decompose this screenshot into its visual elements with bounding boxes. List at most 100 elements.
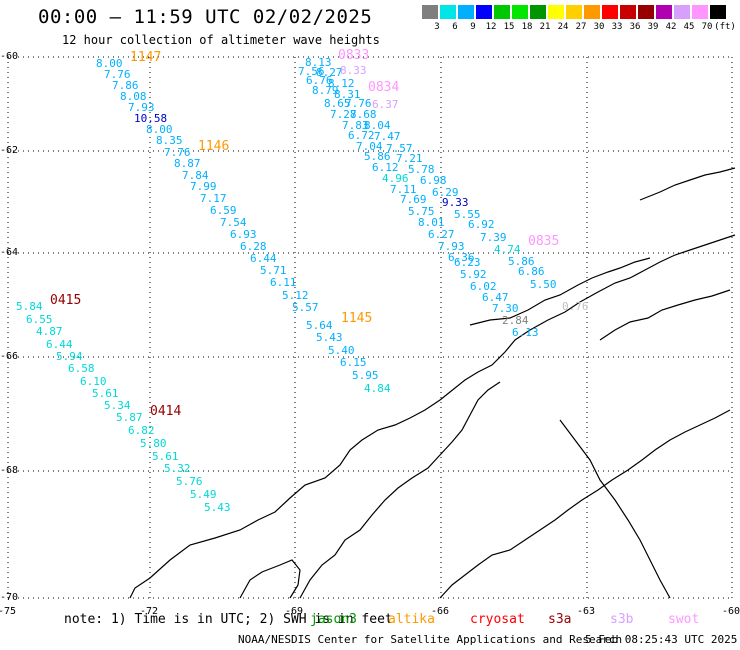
wave-height-value: 5.49	[190, 488, 217, 501]
wave-height-value: 6.37	[372, 98, 399, 111]
wave-height-value: 6.10	[80, 375, 107, 388]
wave-height-value: 6.76	[306, 74, 333, 87]
wave-height-value: 5.78	[408, 163, 435, 176]
wave-height-value: 6.86	[518, 265, 545, 278]
wave-height-value: 5.84	[16, 300, 43, 313]
wave-height-value: 8.12	[328, 77, 355, 90]
wave-height-value: 8.65	[324, 97, 351, 110]
wave-height-value: 6.02	[470, 280, 497, 293]
wave-height-value: 7.57	[386, 142, 413, 155]
wave-height-value: 8.01	[418, 216, 445, 229]
longitude-label: -75	[0, 606, 17, 617]
wave-height-value: 5.43	[204, 501, 231, 514]
scale-label: 70	[701, 22, 713, 32]
pass-time-label: 1147	[130, 50, 162, 65]
wave-height-value: 6.44	[250, 252, 277, 265]
wave-height-value: 7.83	[342, 119, 369, 132]
satellite-legend-item: jason3	[310, 612, 357, 627]
wave-height-value: 5.71	[260, 264, 287, 277]
scale-swatch	[440, 5, 457, 19]
wave-height-value: 7.93	[128, 101, 155, 114]
antarctic-peninsula-coast	[129, 234, 736, 599]
wave-height-value: 4.87	[36, 325, 63, 338]
longitude-label: -60	[722, 606, 740, 617]
wave-height-value: 5.95	[352, 369, 379, 382]
latitude-label: -60	[0, 51, 19, 62]
wave-height-value: 7.76	[104, 68, 131, 81]
wave-height-value: 5.43	[316, 331, 343, 344]
wave-height-value: 6.11	[270, 276, 297, 289]
scale-label: 33	[611, 22, 623, 32]
wave-height-value: 7.76	[345, 97, 372, 110]
satellite-legend-item: swot	[668, 612, 700, 627]
scale-label: 24	[557, 22, 569, 32]
wave-height-value: 8.35	[156, 134, 183, 147]
wave-height-value: 6.93	[230, 228, 257, 241]
wave-height-value: 5.87	[116, 411, 143, 424]
wave-height-value: 7.47	[374, 130, 401, 143]
wave-height-value: 6.27	[428, 228, 455, 241]
scale-swatch	[692, 5, 709, 19]
wave-height-value: 7.99	[190, 180, 217, 193]
northern-islands	[639, 167, 736, 201]
wave-height-value: 8.79	[312, 84, 339, 97]
latitude-label: -70	[0, 592, 19, 603]
wave-height-value: 6.28	[240, 240, 267, 253]
scale-label: 30	[593, 22, 605, 32]
wave-height-value: 0.76	[562, 300, 589, 313]
satellite-legend-item: cryosat	[470, 612, 525, 627]
wave-height-value: 5.61	[152, 450, 179, 463]
peninsula-east-coast	[439, 409, 731, 599]
scale-label: 6	[452, 22, 458, 32]
scale-label: 18	[521, 22, 533, 32]
longitude-label: -69	[285, 606, 304, 617]
wave-height-value: 6.59	[210, 204, 237, 217]
wave-height-value: 7.30	[492, 302, 519, 315]
wave-height-value: 6.29	[432, 186, 459, 199]
scale-label: 42	[665, 22, 677, 32]
south-shetland-islands	[469, 257, 651, 326]
wave-height-value: 7.21	[396, 152, 423, 165]
wave-height-value: 8.31	[334, 88, 361, 101]
weddell-coast	[559, 419, 671, 599]
pass-time-label: 0833	[338, 48, 370, 63]
map-subtitle: 12 hour collection of altimeter wave hei…	[62, 33, 380, 47]
scale-label: 27	[575, 22, 587, 32]
wave-height-value: 7.86	[112, 79, 139, 92]
wave-height-value: 5.86	[508, 255, 535, 268]
wave-height-value: 6.98	[420, 174, 447, 187]
pass-time-label: 0414	[150, 404, 182, 419]
wave-height-value: 10.58	[134, 112, 168, 125]
alexander-island	[239, 559, 301, 599]
scale-swatch	[638, 5, 655, 19]
wave-height-value: 7.28	[330, 108, 357, 121]
scale-label: 3	[434, 22, 440, 32]
scale-swatch	[512, 5, 529, 19]
scale-swatch	[620, 5, 637, 19]
longitude-label: -63	[577, 606, 596, 617]
scale-swatch	[458, 5, 475, 19]
scale-label: 9	[470, 22, 476, 32]
satellite-legend-item: s3b	[610, 612, 634, 627]
scale-swatch	[494, 5, 511, 19]
wave-height-value: 6.13	[512, 326, 539, 339]
wave-height-value: 7.54	[220, 216, 247, 229]
wave-height-value: 7.04	[356, 140, 383, 153]
latitude-label: -64	[0, 247, 19, 258]
wave-height-value: 8.13	[305, 56, 332, 69]
latitude-label: -68	[0, 465, 19, 476]
satellite-legend-item: altika	[388, 612, 435, 627]
wave-height-value: 5.57	[292, 301, 319, 314]
wave-height-value: 6.23	[454, 256, 481, 269]
wave-height-value: 7.93	[438, 240, 465, 253]
wave-height-value: 6.58	[68, 362, 95, 375]
pass-time-label: 0834	[368, 80, 400, 95]
wave-height-value: 5.32	[164, 462, 191, 475]
wave-height-value: 2.84	[502, 314, 529, 327]
wave-height-value: 7.17	[200, 192, 227, 205]
scale-label: (ft)	[714, 22, 736, 32]
wave-height-value: 6.44	[46, 338, 73, 351]
wave-height-value: 5.50	[530, 278, 557, 291]
wave-height-value: 5.75	[408, 205, 435, 218]
